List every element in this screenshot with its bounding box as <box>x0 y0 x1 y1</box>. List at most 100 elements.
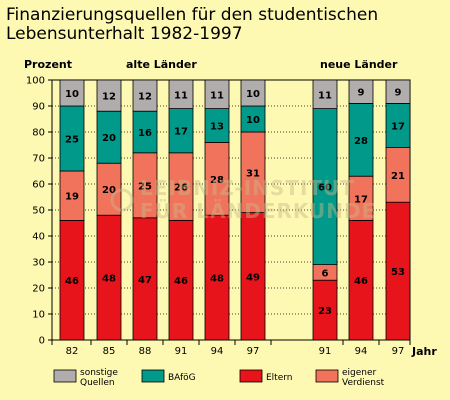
x-tick-label: 85 <box>103 346 116 357</box>
data-label: 9 <box>395 88 402 99</box>
bar-segment <box>385 147 411 203</box>
x-tick-label: 94 <box>211 346 224 357</box>
bar-segment <box>348 79 374 104</box>
data-label: 12 <box>138 92 152 103</box>
y-tick-label: 0 <box>39 336 45 347</box>
watermark-line2: FÜR LÄNDERKUNDE <box>140 199 376 223</box>
x-tick-label: 82 <box>66 346 79 357</box>
data-label: 31 <box>246 168 260 179</box>
y-tick-label: 20 <box>32 284 45 295</box>
watermark-line1: LEIBNIZ-INSTITUT <box>140 176 355 200</box>
bar-segment <box>385 79 411 104</box>
data-label: 28 <box>354 136 368 147</box>
data-label: 19 <box>65 192 79 203</box>
bar-segment <box>132 79 158 112</box>
bar-segment <box>59 170 85 221</box>
data-label: 16 <box>138 128 152 139</box>
data-label: 48 <box>210 274 224 285</box>
data-label: 25 <box>65 135 79 146</box>
bar-segment <box>59 219 85 341</box>
legend-label: BAföG <box>168 373 196 383</box>
bar-segment <box>312 279 338 341</box>
group-label-neue-laender: neue Länder <box>320 58 398 71</box>
bar-segment <box>204 79 230 110</box>
data-label: 49 <box>246 272 260 283</box>
data-label: 10 <box>246 115 260 126</box>
data-label: 60 <box>318 183 332 194</box>
bar-segment <box>240 79 266 107</box>
data-label: 28 <box>210 175 224 186</box>
legend-swatch <box>239 369 263 383</box>
y-tick-label: 70 <box>32 154 45 165</box>
bar-segment <box>240 212 266 341</box>
bar-segment <box>96 79 122 112</box>
bar-segment <box>132 152 158 219</box>
bar-segment <box>132 110 158 154</box>
y-tick-label: 30 <box>32 258 45 269</box>
legend-swatch <box>315 369 339 383</box>
data-label: 26 <box>174 183 188 194</box>
bar-segment <box>240 105 266 133</box>
data-label: 53 <box>391 267 405 278</box>
bar-segment <box>168 152 194 221</box>
watermark: LEIBNIZ-INSTITUT FÜR LÄNDERKUNDE <box>110 176 376 223</box>
bar-segment <box>59 105 85 172</box>
bar-segment <box>96 110 122 164</box>
chart-title-line1: Finanzierungsquellen für den studentisch… <box>6 5 378 25</box>
x-axis-label: Jahr <box>411 345 437 358</box>
legend-swatch <box>141 369 165 383</box>
data-label: 17 <box>354 194 368 205</box>
x-tick-label: 94 <box>355 346 368 357</box>
x-tick-label: 91 <box>319 346 332 357</box>
y-tick-label: 50 <box>32 206 45 217</box>
x-tick-label: 91 <box>175 346 188 357</box>
data-label: 23 <box>318 306 332 317</box>
data-label: 47 <box>138 275 152 286</box>
bar-segment <box>96 214 122 341</box>
data-label: 10 <box>65 89 79 100</box>
bar-segment <box>168 108 194 154</box>
data-label: 11 <box>174 90 188 101</box>
data-label: 20 <box>102 185 116 196</box>
bar-segment <box>348 103 374 177</box>
bar-segment <box>168 219 194 341</box>
plot-area: 0 10 20 30 40 50 60 70 80 90 100 46 19 25 10 82 48 20 20 12… <box>26 76 411 357</box>
bar-segment <box>312 79 338 110</box>
bar-segment <box>168 79 194 110</box>
data-label: 13 <box>210 122 224 133</box>
data-label: 48 <box>102 274 116 285</box>
x-tick-label: 97 <box>247 346 260 357</box>
y-tick-label: 40 <box>32 232 45 243</box>
data-label: 17 <box>174 127 188 138</box>
y-tick-label: 90 <box>32 102 45 113</box>
y-tick-label: 100 <box>26 76 45 87</box>
y-tick-label: 60 <box>32 180 45 191</box>
data-label: 11 <box>210 90 224 101</box>
data-label: 25 <box>138 181 152 192</box>
data-label: 17 <box>391 122 405 133</box>
data-label: 10 <box>246 89 260 100</box>
data-label: 46 <box>354 276 368 287</box>
data-label: 11 <box>318 90 332 101</box>
chart-title-line2: Lebensunterhalt 1982-1997 <box>6 24 243 44</box>
group-label-alte-laender: alte Länder <box>126 58 197 71</box>
data-label: 46 <box>174 276 188 287</box>
legend-label: eigener <box>342 368 377 378</box>
data-label: 12 <box>102 92 116 103</box>
data-label: 21 <box>391 171 405 182</box>
legend-label: Verdienst <box>342 378 385 388</box>
legend-swatch <box>53 369 77 383</box>
bar-segment <box>204 108 230 143</box>
x-tick-label: 88 <box>139 346 152 357</box>
bar-segment <box>59 79 85 107</box>
legend-label: Eltern <box>266 373 293 383</box>
bar-segment <box>385 103 411 149</box>
watermark-logo-icon <box>110 188 134 212</box>
bar-segment <box>96 162 122 216</box>
data-label: 20 <box>102 133 116 144</box>
x-tick-label: 97 <box>392 346 405 357</box>
data-label: 6 <box>322 268 329 279</box>
bar-segment <box>312 108 338 265</box>
